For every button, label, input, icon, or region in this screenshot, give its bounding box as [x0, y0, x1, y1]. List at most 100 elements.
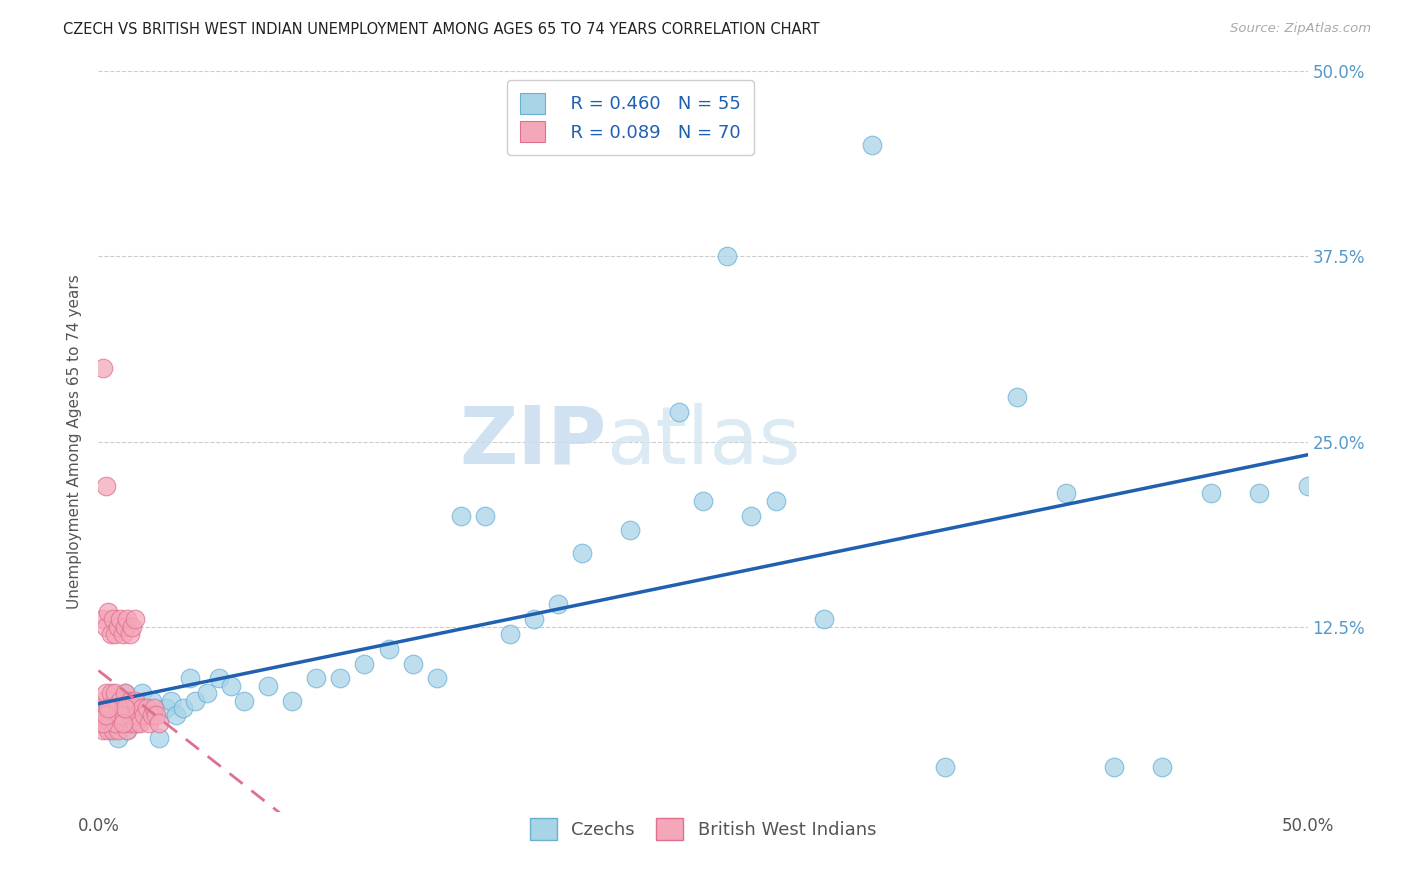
Point [118, 627, 141, 641]
Point [90, 708, 112, 723]
Point [91, 360, 114, 375]
Point [117, 723, 139, 738]
Point [135, 701, 157, 715]
Point [97, 723, 120, 738]
Point [148, 715, 170, 730]
Point [141, 694, 163, 708]
Point [145, 708, 167, 723]
Point [101, 708, 124, 723]
Point [94, 708, 117, 723]
Point [90, 701, 112, 715]
Point [104, 715, 127, 730]
Point [91, 723, 114, 738]
Point [114, 708, 136, 723]
Point [97, 708, 120, 723]
Point [148, 731, 170, 745]
Point [101, 694, 124, 708]
Point [121, 619, 143, 633]
Point [208, 672, 231, 686]
Point [195, 686, 218, 700]
Point [100, 701, 122, 715]
Point [94, 708, 117, 723]
Point [474, 508, 496, 523]
Point [281, 694, 304, 708]
Point [100, 686, 122, 700]
Point [1152, 760, 1174, 774]
Point [94, 619, 117, 633]
Point [94, 686, 117, 700]
Point [155, 701, 177, 715]
Point [108, 694, 131, 708]
Point [114, 686, 136, 700]
Point [91, 694, 114, 708]
Point [101, 723, 124, 738]
Point [172, 701, 194, 715]
Point [108, 708, 131, 723]
Point [91, 715, 114, 730]
Point [1102, 760, 1125, 774]
Point [141, 708, 163, 723]
Point [118, 694, 141, 708]
Text: CZECH VS BRITISH WEST INDIAN UNEMPLOYMENT AMONG AGES 65 TO 74 YEARS CORRELATION : CZECH VS BRITISH WEST INDIAN UNEMPLOYMEN… [63, 22, 820, 37]
Point [134, 708, 156, 723]
Point [94, 715, 117, 730]
Point [107, 701, 129, 715]
Point [127, 715, 149, 730]
Point [232, 694, 254, 708]
Point [101, 708, 124, 723]
Point [114, 619, 136, 633]
Point [498, 627, 520, 641]
Point [107, 731, 129, 745]
Point [111, 701, 134, 715]
Point [104, 686, 127, 700]
Point [523, 612, 546, 626]
Point [450, 508, 472, 523]
Point [121, 708, 143, 723]
Point [111, 627, 134, 641]
Point [124, 694, 146, 708]
Point [100, 627, 122, 641]
Point [108, 708, 131, 723]
Point [128, 715, 150, 730]
Point [426, 672, 449, 686]
Point [114, 701, 136, 715]
Point [179, 672, 201, 686]
Point [1249, 486, 1271, 500]
Point [124, 612, 146, 626]
Point [143, 701, 166, 715]
Point [108, 708, 131, 723]
Point [221, 679, 243, 693]
Point [101, 612, 124, 626]
Point [104, 715, 127, 730]
Point [127, 708, 149, 723]
Point [547, 598, 569, 612]
Legend: Czechs, British West Indians: Czechs, British West Indians [523, 811, 883, 847]
Point [1199, 486, 1222, 500]
Point [104, 627, 127, 641]
Point [97, 701, 120, 715]
Y-axis label: Unemployment Among Ages 65 to 74 years: Unemployment Among Ages 65 to 74 years [67, 274, 83, 609]
Text: atlas: atlas [606, 402, 800, 481]
Point [117, 723, 139, 738]
Point [813, 612, 835, 626]
Text: ZIP: ZIP [458, 402, 606, 481]
Point [111, 715, 134, 730]
Point [107, 619, 129, 633]
Point [160, 694, 183, 708]
Point [1007, 390, 1029, 404]
Point [138, 715, 160, 730]
Point [100, 723, 122, 738]
Point [111, 715, 134, 730]
Point [1296, 479, 1319, 493]
Point [90, 715, 112, 730]
Point [108, 612, 131, 626]
Point [402, 657, 425, 671]
Point [184, 694, 207, 708]
Point [165, 708, 187, 723]
Point [114, 686, 136, 700]
Point [256, 679, 278, 693]
Point [135, 708, 157, 723]
Point [94, 701, 117, 715]
Point [118, 708, 141, 723]
Point [107, 723, 129, 738]
